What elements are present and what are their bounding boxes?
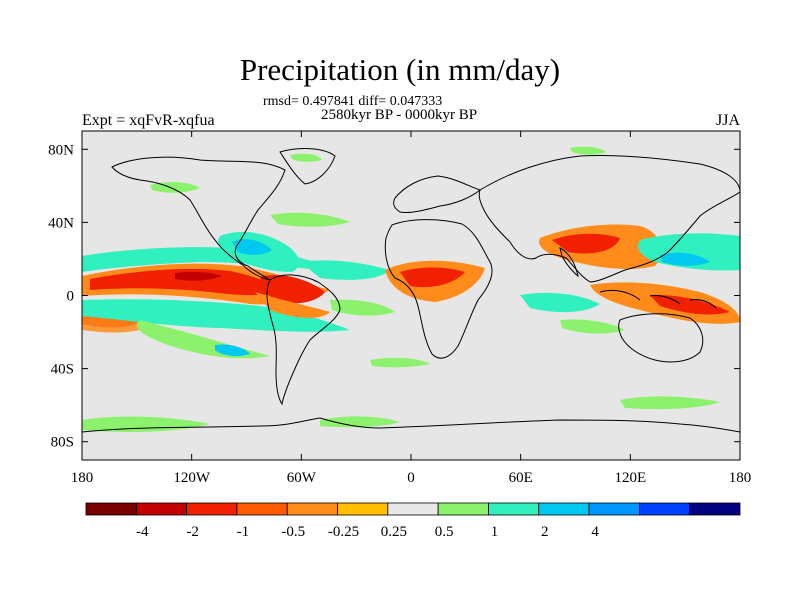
plot-title: Precipitation (in mm/day)	[239, 52, 561, 87]
arctic-positive-2	[570, 146, 606, 155]
pacific-itcz-strong	[175, 272, 222, 281]
colorbar-swatch	[85, 502, 137, 516]
lat-tick-label: 0	[67, 289, 75, 305]
colorbar-swatch	[337, 502, 389, 516]
caribbean-blue	[232, 239, 272, 255]
colorbar-label: 0.5	[435, 524, 454, 540]
stats-label: rmsd= 0.497841 diff= 0.047333	[263, 94, 443, 109]
colorbar-label: 1	[491, 524, 499, 540]
colorbar-label: 2	[541, 524, 549, 540]
north-america-outline	[111, 156, 286, 281]
colorbar-swatch	[135, 502, 188, 516]
colorbar-swatch	[387, 502, 439, 516]
indian-ocean-positive	[520, 292, 600, 313]
antarctica-outline	[82, 417, 740, 433]
colorbar-label: -1	[237, 524, 250, 540]
colorbar-label: -4	[136, 524, 149, 540]
colorbar: -4 -2 -1 -0.5 -0.25 0.25 0.5 1 2 4	[85, 502, 741, 540]
lat-tick-label: 40S	[51, 362, 74, 378]
lat-tick-label: 80S	[51, 435, 74, 451]
indian-ocean-green	[560, 319, 625, 334]
colorbar-swatch	[236, 502, 288, 516]
asia-monsoon-red	[552, 233, 620, 254]
colorbar-swatch	[638, 502, 691, 516]
colorbar-swatch	[186, 502, 238, 516]
colorbar-swatch	[538, 502, 590, 516]
lon-tick-label: 180	[71, 470, 94, 486]
colorbar-label: -0.25	[328, 524, 359, 540]
lon-tick-label: 120E	[614, 470, 646, 486]
lon-tick-label: 60W	[287, 470, 317, 486]
pacific-positive-south	[82, 299, 350, 332]
season-label: JJA	[715, 112, 740, 129]
coastlines	[82, 148, 740, 433]
amazon-negative	[260, 274, 325, 304]
lon-tick-label: 0	[407, 470, 415, 486]
maritime-red	[650, 294, 730, 315]
atlantic-positive	[300, 260, 390, 280]
north-atlantic-positive	[270, 212, 350, 227]
greenland-outline	[279, 148, 336, 185]
colorbar-swatch	[437, 502, 489, 516]
south-pacific-blue	[215, 344, 250, 357]
axis-ticks: 180 120W 60W 0 60E 120E 180 80N 40N 0 40S 80S	[48, 131, 751, 486]
lat-tick-label: 40N	[48, 215, 74, 231]
south-america-outline	[266, 274, 341, 406]
africa-outline	[384, 219, 493, 359]
arctic-positive-3	[290, 153, 322, 162]
colorbar-label: -0.5	[281, 524, 305, 540]
pacific-itcz-core	[90, 268, 290, 296]
colorbar-label: 0.25	[381, 524, 407, 540]
europe-outline	[393, 175, 482, 213]
atlantic-green	[330, 299, 395, 316]
amazon-orange	[255, 292, 330, 318]
southern-ocean-positive-1	[82, 416, 210, 432]
southern-ocean-positive-2	[320, 416, 400, 428]
southern-ocean-positive-4	[370, 357, 430, 368]
africa-core	[400, 267, 465, 288]
colorbar-label: -2	[186, 524, 199, 540]
lon-tick-label: 180	[729, 470, 752, 486]
colorbar-label: 4	[591, 524, 599, 540]
asia-outline	[478, 154, 740, 283]
anomaly-field	[82, 146, 740, 432]
lat-tick-label: 80N	[48, 142, 74, 158]
period-label: 2580kyr BP - 0000kyr BP	[321, 107, 478, 123]
lon-tick-label: 60E	[509, 470, 533, 486]
southern-ocean-positive-3	[620, 396, 720, 410]
colorbar-swatch	[286, 502, 338, 516]
colorbar-swatch	[488, 502, 540, 516]
colorbar-swatch	[588, 502, 640, 516]
colorbar-swatch	[689, 502, 741, 516]
maritime-continent-outline	[599, 289, 717, 309]
west-pacific-blue	[660, 252, 710, 266]
lon-tick-label: 120W	[173, 470, 211, 486]
australia-outline	[618, 313, 704, 363]
india-outline	[559, 247, 579, 278]
experiment-label: Expt = xqFvR-xqfua	[82, 112, 215, 129]
